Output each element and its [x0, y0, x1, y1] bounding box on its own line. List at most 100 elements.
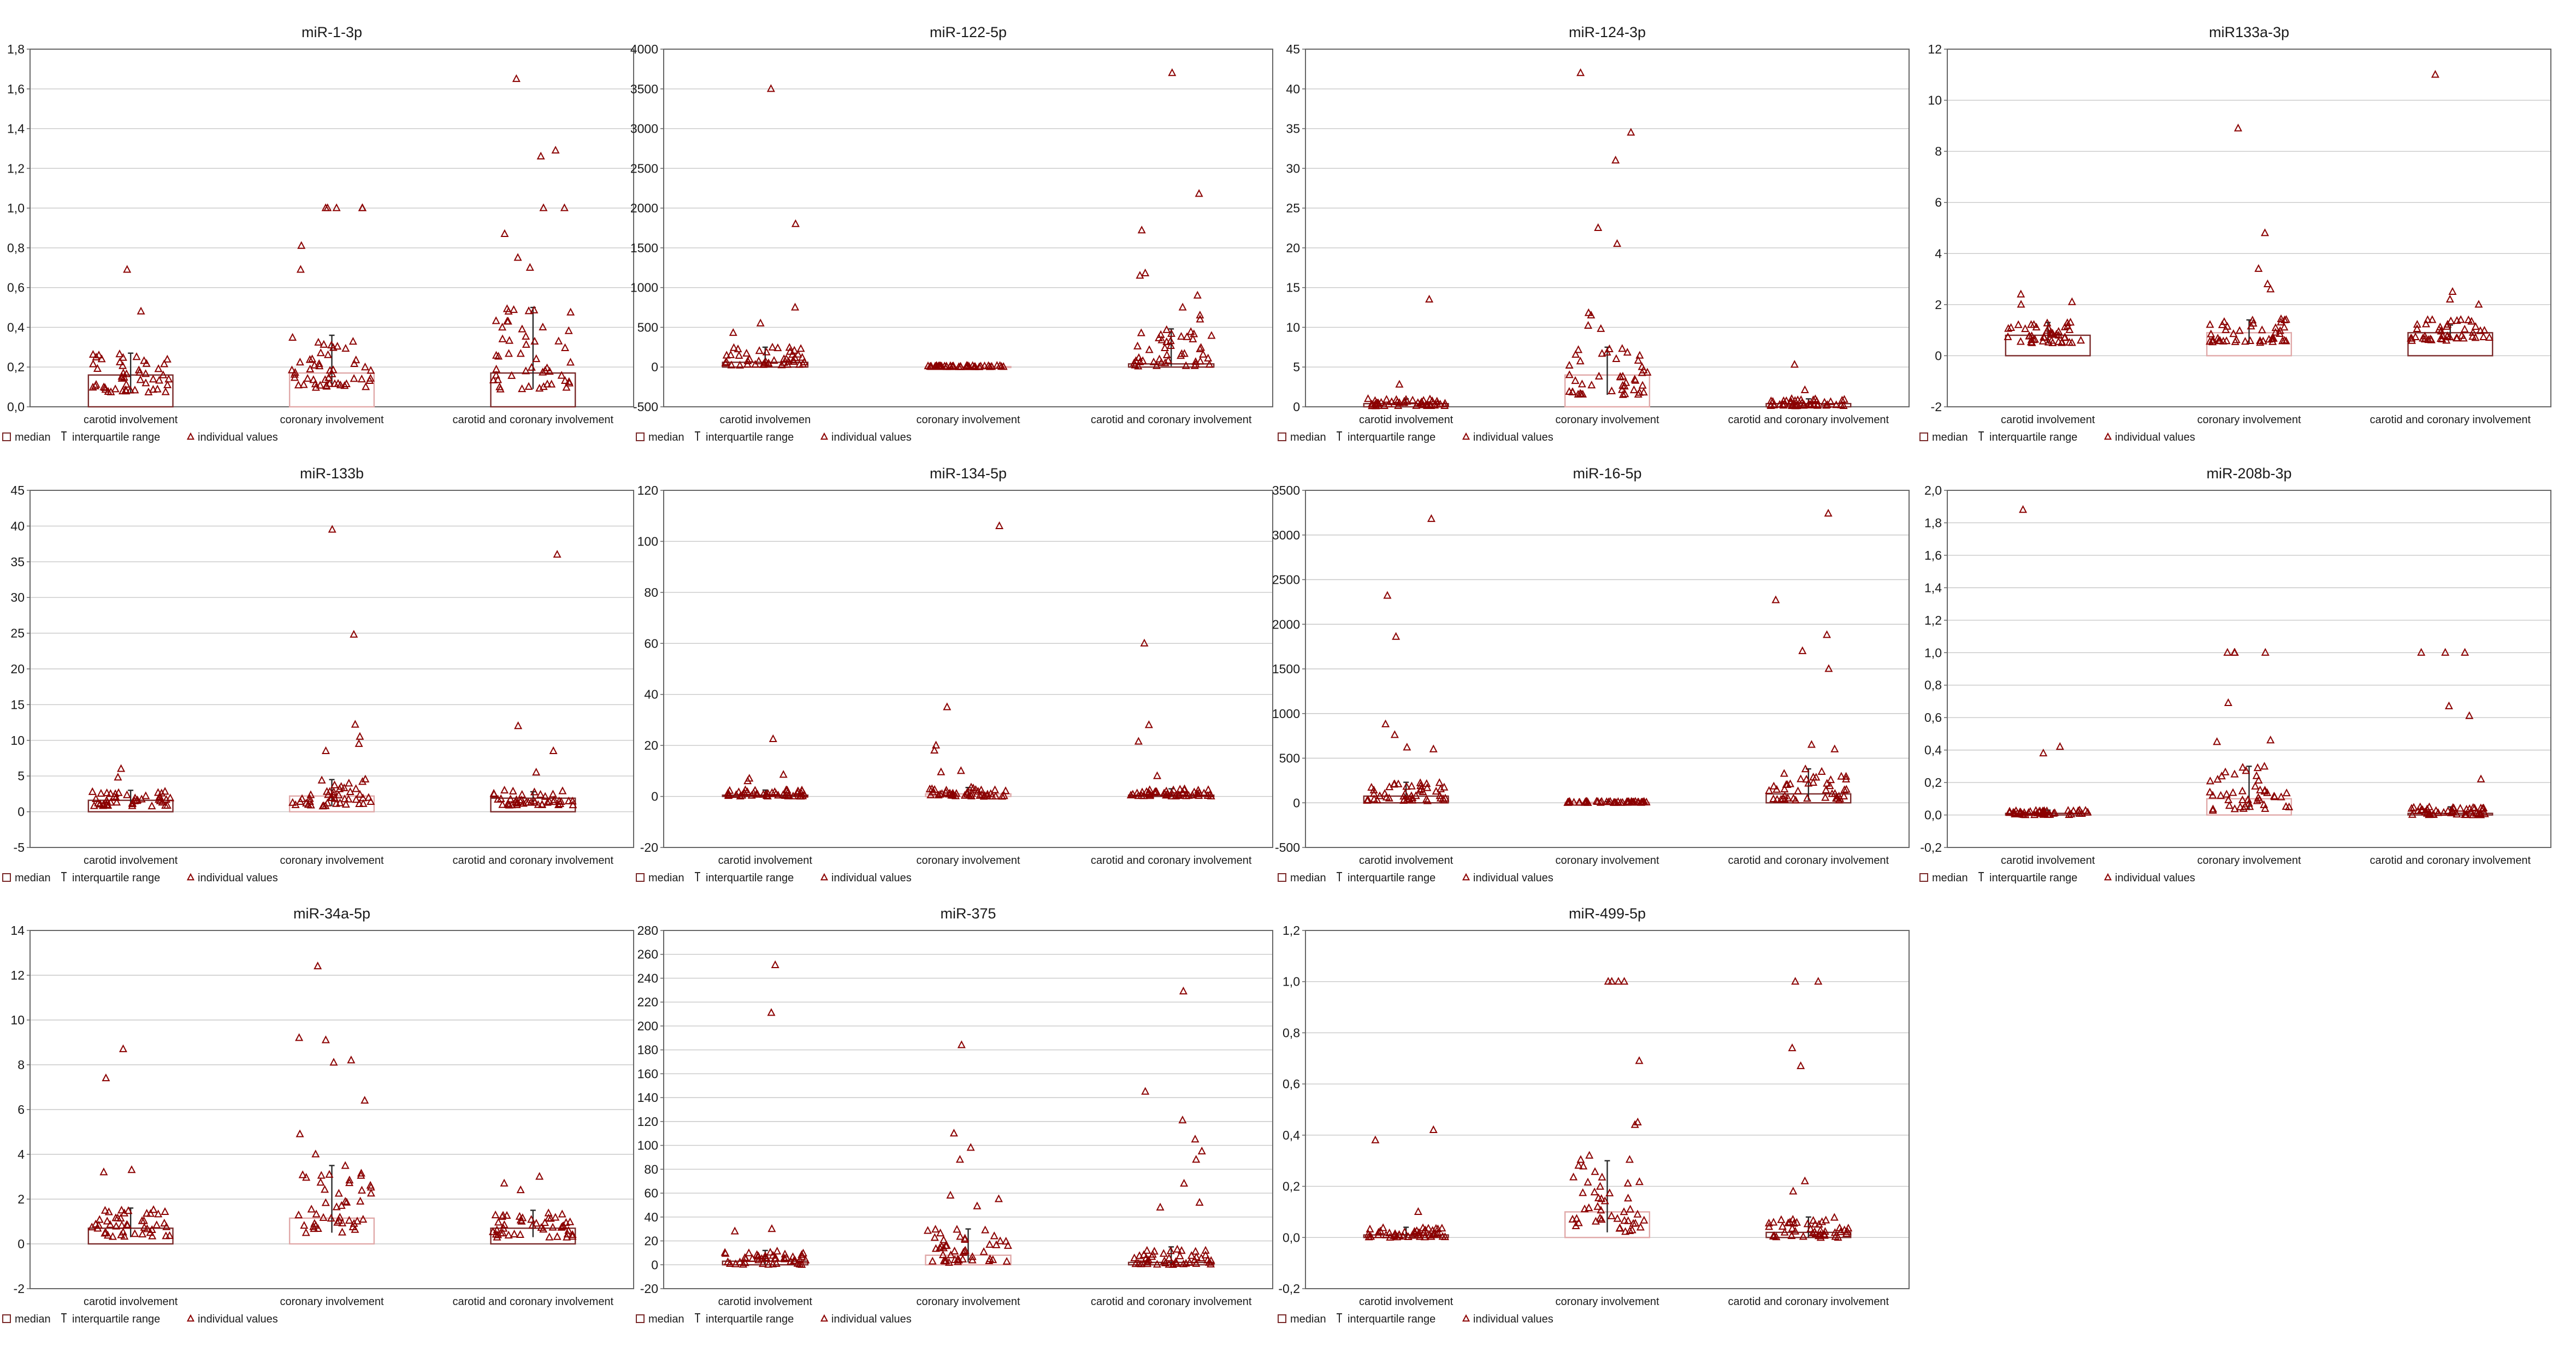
y-tick-label: -0,2: [1278, 1282, 1300, 1296]
data-point: [2443, 322, 2451, 330]
data-point: [2065, 810, 2073, 819]
data-point: [93, 1224, 102, 1232]
data-point: [143, 1224, 151, 1232]
data-point: [743, 356, 752, 365]
data-point: [88, 787, 97, 795]
data-point: [117, 1220, 126, 1229]
data-point: [93, 364, 102, 372]
data-point: [2044, 337, 2053, 346]
data-point: [310, 1224, 318, 1232]
data-point: [2016, 337, 2025, 345]
data-point: [350, 630, 358, 638]
data-point: [1598, 349, 1606, 357]
data-point: [1137, 1259, 1145, 1267]
data-point: [738, 791, 747, 799]
data-point: [2472, 809, 2480, 817]
data-point: [524, 306, 533, 315]
data-point: [1157, 335, 1166, 343]
data-point: [1139, 1250, 1148, 1258]
data-point: [2254, 793, 2262, 801]
data-point: [2238, 763, 2247, 771]
data-point: [140, 356, 149, 364]
data-point: [1574, 1161, 1583, 1169]
y-tick-label: 35: [10, 555, 25, 569]
data-point: [1614, 977, 1623, 985]
data-point: [527, 798, 535, 806]
data-point: [1608, 386, 1616, 395]
data-point: [287, 365, 296, 373]
data-point: [141, 369, 150, 377]
y-tick-label: 0,4: [1924, 743, 1942, 757]
data-point: [790, 1256, 799, 1264]
data-point: [2055, 742, 2064, 750]
data-point: [738, 1260, 748, 1268]
data-point: [2083, 808, 2092, 816]
data-point: [1830, 1213, 1839, 1221]
data-point: [946, 1190, 955, 1199]
data-point: [1803, 793, 1812, 802]
chart-panel: miR-122-5p -500 0 500 1000 1500 2000 2500 3000 35…: [630, 24, 1273, 443]
data-point: [930, 745, 939, 754]
data-point: [1374, 1228, 1383, 1236]
data-point: [510, 305, 518, 313]
data-point: [149, 375, 157, 383]
data-point: [147, 801, 156, 810]
data-point: [1794, 786, 1803, 794]
data-point: [2064, 806, 2072, 814]
data-point: [337, 782, 346, 790]
data-point: [1161, 1258, 1170, 1266]
data-point: [1144, 788, 1154, 797]
data-point: [1813, 401, 1822, 409]
chart-panel: miR133a-3p -2 0 2 4 6 8 10 12 carotid involvement…: [1919, 24, 2551, 443]
data-point: [539, 1225, 548, 1233]
data-point: [356, 790, 364, 798]
data-point: [294, 381, 303, 389]
y-tick-label: 0: [1293, 796, 1300, 810]
y-tick-label: 2: [17, 1192, 25, 1206]
data-point: [1422, 779, 1431, 787]
data-point: [2247, 322, 2255, 330]
data-point: [1181, 361, 1190, 369]
data-point: [2480, 808, 2489, 816]
data-point: [724, 788, 732, 797]
data-point: [767, 1008, 776, 1016]
data-point: [932, 740, 941, 749]
legend-iqr-label: interquartile range: [706, 872, 794, 884]
data-point: [148, 1231, 157, 1240]
data-point: [143, 1208, 151, 1217]
data-point: [1638, 381, 1647, 389]
data-point: [146, 1209, 155, 1217]
data-point: [556, 799, 565, 808]
data-point: [1206, 1259, 1215, 1268]
data-point: [348, 337, 357, 345]
data-point: [761, 1253, 770, 1261]
data-point: [1581, 798, 1590, 806]
data-point: [1364, 1232, 1373, 1241]
data-point: [2282, 315, 2290, 323]
y-tick-label: 1,6: [7, 82, 25, 96]
data-point: [960, 791, 969, 799]
data-point: [2266, 284, 2275, 293]
y-tick-label: 8: [1935, 144, 1942, 158]
data-point: [766, 84, 775, 92]
data-point: [149, 1205, 158, 1213]
data-point: [791, 303, 800, 311]
data-point: [2471, 333, 2480, 341]
data-point: [2004, 332, 2012, 340]
data-point: [1809, 395, 1818, 404]
data-point: [736, 1258, 745, 1266]
data-point: [104, 1207, 113, 1215]
data-point: [332, 1202, 341, 1211]
data-point: [1189, 334, 1197, 342]
legend-median-swatch: [1278, 873, 1286, 882]
data-point: [161, 387, 170, 395]
data-point: [722, 357, 731, 365]
data-point: [291, 800, 300, 808]
y-tick-label: 80: [644, 1162, 658, 1176]
data-point: [1369, 401, 1378, 410]
data-point: [115, 357, 124, 365]
data-point: [743, 787, 752, 795]
data-point: [335, 798, 345, 807]
y-tick-label: 14: [10, 923, 25, 938]
y-tick-label: 3000: [1272, 528, 1300, 542]
